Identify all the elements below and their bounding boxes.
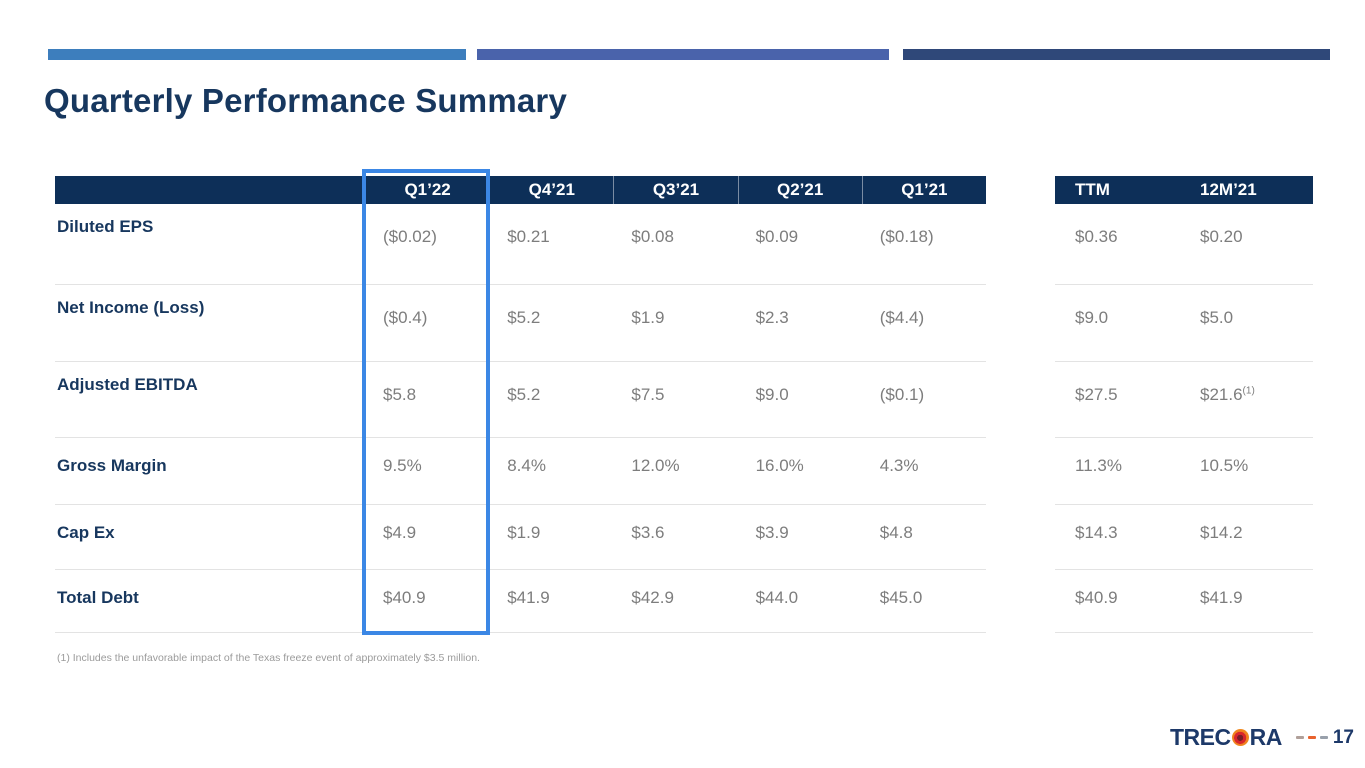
cell-value: $3.9 bbox=[755, 523, 789, 542]
table-row: $0.36 $0.20 bbox=[1055, 204, 1313, 285]
row-label: Adjusted EBITDA bbox=[57, 375, 198, 394]
column-header-q421: Q4’21 bbox=[489, 176, 613, 204]
page-number: 17 bbox=[1332, 726, 1354, 748]
row-label: Cap Ex bbox=[57, 523, 115, 542]
page-title: Quarterly Performance Summary bbox=[44, 82, 568, 119]
metric-header-spacer bbox=[55, 176, 365, 204]
column-header-q221: Q2’21 bbox=[737, 176, 862, 204]
cell-value: 10.5% bbox=[1200, 456, 1249, 475]
accent-bar-middle bbox=[477, 49, 889, 60]
logo-text-left: TREC bbox=[1170, 724, 1231, 750]
cell-value: 12.0% bbox=[631, 456, 680, 475]
summary-table: TTM 12M’21 $0.36 $0.20 $9.0 $5.0 $27.5 $… bbox=[1055, 176, 1313, 633]
column-header-ttm: TTM bbox=[1075, 180, 1110, 199]
cell-value: $14.3 bbox=[1075, 523, 1118, 542]
dash-icon bbox=[1295, 736, 1304, 739]
footer-dashes-icon bbox=[1295, 736, 1328, 739]
cell-value: $4.8 bbox=[879, 523, 913, 542]
dash-icon bbox=[1307, 736, 1316, 739]
quarterly-table-header: Q1’22 Q4’21 Q3’21 Q2’21 Q1’21 bbox=[55, 176, 986, 204]
table-row: $40.9 $41.9 bbox=[1055, 570, 1313, 633]
column-header-12m21: 12M’21 bbox=[1200, 180, 1257, 199]
cell-value: ($0.4) bbox=[383, 308, 428, 327]
row-label: Diluted EPS bbox=[57, 217, 154, 236]
cell-value: $40.9 bbox=[383, 588, 426, 607]
table-row: $9.0 $5.0 bbox=[1055, 285, 1313, 362]
cell-value: $45.0 bbox=[879, 588, 923, 607]
table-row: Diluted EPS ($0.02) $0.21 $0.08 $0.09 ($… bbox=[55, 204, 986, 285]
flame-o-icon bbox=[1231, 729, 1249, 746]
table-row: Cap Ex $4.9 $1.9 $3.6 $3.9 $4.8 bbox=[55, 505, 986, 570]
cell-value: $0.09 bbox=[755, 227, 799, 246]
cell-value: $0.21 bbox=[507, 227, 550, 246]
cell-value: $44.0 bbox=[755, 588, 799, 607]
slide-footer: TREC RA 17 bbox=[1170, 724, 1354, 751]
table-row: $14.3 $14.2 bbox=[1055, 505, 1313, 570]
table-row: Adjusted EBITDA $5.8 $5.2 $7.5 $9.0 ($0.… bbox=[55, 362, 986, 438]
cell-value: $0.20 bbox=[1200, 227, 1243, 246]
cell-value: $5.2 bbox=[507, 385, 541, 404]
cell-value: $5.8 bbox=[383, 385, 417, 404]
row-label: Total Debt bbox=[57, 588, 139, 607]
table-row: Gross Margin 9.5% 8.4% 12.0% 16.0% 4.3% bbox=[55, 438, 986, 505]
cell-value-text: $21.6 bbox=[1200, 385, 1243, 404]
cell-value: $0.08 bbox=[631, 227, 674, 246]
column-header-q321: Q3’21 bbox=[613, 176, 737, 204]
dash-icon bbox=[1319, 736, 1328, 739]
quarterly-table: Q1’22 Q4’21 Q3’21 Q2’21 Q1’21 Diluted EP… bbox=[55, 176, 986, 633]
cell-value: 16.0% bbox=[755, 456, 804, 475]
cell-value: $42.9 bbox=[631, 588, 674, 607]
cell-value: $40.9 bbox=[1075, 588, 1118, 607]
cell-value: $1.9 bbox=[631, 308, 665, 327]
accent-bar-right bbox=[903, 49, 1330, 60]
cell-value: $9.0 bbox=[755, 385, 789, 404]
cell-value: ($4.4) bbox=[879, 308, 925, 327]
cell-value: $0.36 bbox=[1075, 227, 1118, 246]
cell-value: $41.9 bbox=[1200, 588, 1243, 607]
cell-value: ($0.02) bbox=[383, 227, 437, 246]
row-label: Gross Margin bbox=[57, 456, 167, 475]
cell-value: $41.9 bbox=[507, 588, 550, 607]
accent-bar-left bbox=[48, 49, 466, 60]
cell-value: $21.6(1) bbox=[1180, 362, 1313, 437]
cell-value: $5.0 bbox=[1200, 308, 1234, 327]
cell-value: ($0.18) bbox=[879, 227, 934, 246]
footnote-reference: (1) bbox=[1242, 385, 1255, 397]
table-row: $27.5 $21.6(1) bbox=[1055, 362, 1313, 438]
cell-value: $3.6 bbox=[631, 523, 665, 542]
footnote: (1) Includes the unfavorable impact of t… bbox=[57, 652, 480, 664]
cell-value: 11.3% bbox=[1075, 456, 1122, 475]
cell-value: $14.2 bbox=[1200, 523, 1243, 542]
cell-value: ($0.1) bbox=[879, 385, 925, 404]
table-row: 11.3% 10.5% bbox=[1055, 438, 1313, 505]
cell-value: 8.4% bbox=[507, 456, 546, 475]
cell-value: $27.5 bbox=[1075, 385, 1118, 404]
trecora-logo: TREC RA bbox=[1170, 724, 1282, 751]
cell-value: $9.0 bbox=[1075, 308, 1109, 327]
cell-value: $7.5 bbox=[631, 385, 665, 404]
cell-value: 4.3% bbox=[879, 456, 919, 475]
column-header-q122: Q1’22 bbox=[365, 176, 489, 204]
cell-value: $1.9 bbox=[507, 523, 541, 542]
table-row: Total Debt $40.9 $41.9 $42.9 $44.0 $45.0 bbox=[55, 570, 986, 633]
cell-value: $4.9 bbox=[383, 523, 417, 542]
table-row: Net Income (Loss) ($0.4) $5.2 $1.9 $2.3 … bbox=[55, 285, 986, 362]
cell-value: $2.3 bbox=[755, 308, 789, 327]
row-label: Net Income (Loss) bbox=[57, 298, 205, 317]
summary-table-header: TTM 12M’21 bbox=[1055, 176, 1313, 204]
column-header-q121: Q1’21 bbox=[861, 176, 986, 204]
cell-value: $5.2 bbox=[507, 308, 541, 327]
cell-value: 9.5% bbox=[383, 456, 422, 475]
logo-text-right: RA bbox=[1249, 724, 1283, 750]
